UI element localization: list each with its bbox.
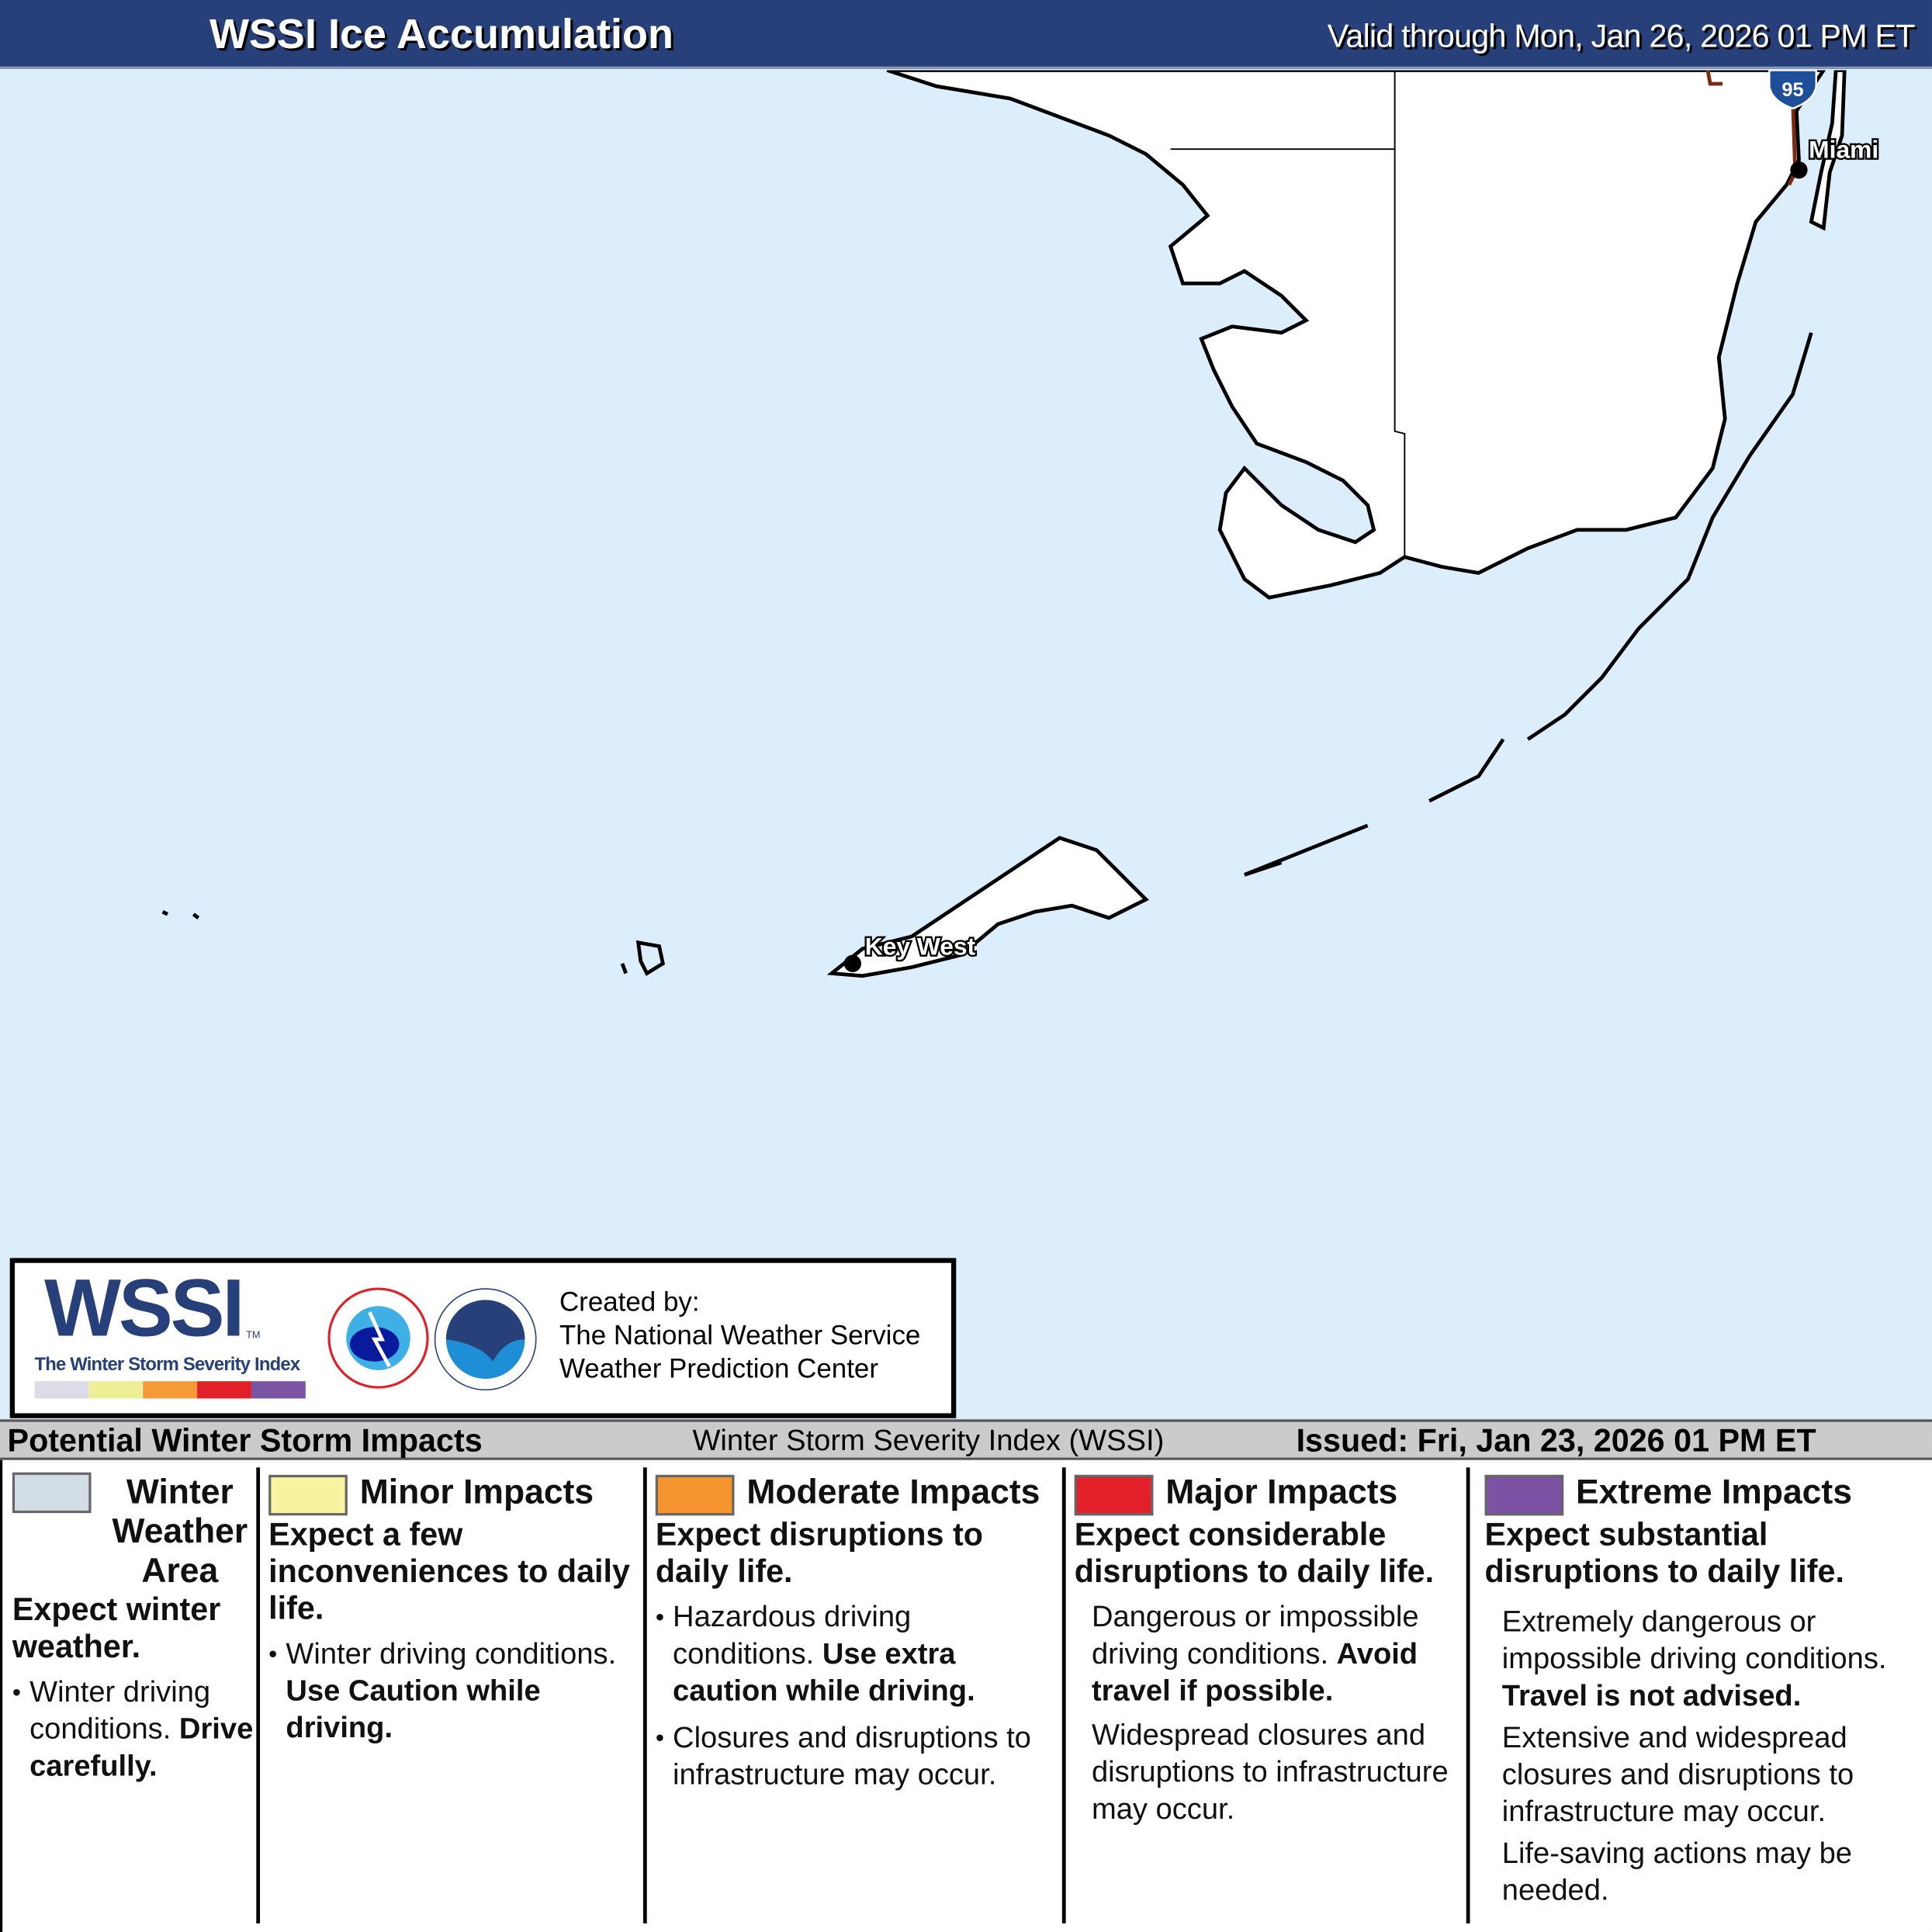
legend-text: Extremely dangerous or impossible drivin… (1501, 1605, 1887, 1676)
legend-title: Extreme Impacts (1576, 1472, 1852, 1511)
legend-title: Winter Weather Area (112, 1472, 248, 1590)
legend-title: Major Impacts (1165, 1472, 1398, 1511)
legend-text: Dangerous or impossible driving conditio… (1091, 1601, 1419, 1671)
legend-bold: Use extra caution while driving. (673, 1637, 975, 1709)
valid-time: Valid through Mon, Jan 26, 2026 01 PM ET (1327, 17, 1916, 54)
swatch (655, 1475, 735, 1516)
legend-text-2: Widespread closures and disruptions to i… (1091, 1719, 1449, 1826)
map-title: WSSI Ice Accumulation (209, 11, 673, 58)
wssi-label: Winter Storm Severity Index (WSSI) (692, 1424, 1165, 1458)
nws-logo-icon (327, 1287, 429, 1389)
legend-bullet: Winter driving conditions. (286, 1637, 617, 1671)
severity-color-bar (34, 1381, 306, 1399)
legend-major-impacts: Major Impacts Expect considerable disrup… (1074, 1460, 1464, 1932)
impacts-strip: Potential Winter Storm Impacts Winter St… (0, 1419, 1932, 1460)
created-by-label: Created by: (559, 1286, 700, 1317)
impacts-heading: Potential Winter Storm Impacts (7, 1421, 483, 1459)
legend-text-2: Extensive and widespread closures and di… (1501, 1721, 1854, 1829)
legend-moderate-impacts: Moderate Impacts Expect disruptions to d… (655, 1460, 1060, 1932)
miami-dot (1790, 161, 1808, 179)
florida-keys-lower (826, 836, 1149, 978)
legend-minor-impacts: Minor Impacts Expect a few inconvenience… (268, 1460, 641, 1932)
florida-mainland (886, 70, 1826, 600)
legend-title: Moderate Impacts (746, 1472, 1040, 1511)
miami-beach (1809, 70, 1847, 231)
legend-bullet-2: Closures and disruptions to infrastructu… (656, 1720, 1060, 1794)
swatch (268, 1475, 348, 1516)
legend-summary: Expect winter weather. (12, 1591, 221, 1665)
logo-box: WSSI TM The Winter Storm Severity Index … (9, 1258, 957, 1418)
impact-legend: Winter Weather Area Expect winter weathe… (0, 1459, 1932, 1932)
issued-time: Issued: Fri, Jan 23, 2026 01 PM ET (1296, 1421, 1816, 1459)
legend-bold: Use Caution while driving. (286, 1674, 541, 1745)
legend-text-3: Life-saving actions may be needed. (1501, 1837, 1853, 1908)
org-nws: The National Weather Service (559, 1319, 921, 1351)
legend-title: Minor Impacts (359, 1472, 594, 1511)
wssi-logo-row: WSSI TM (44, 1265, 260, 1349)
wssi-subtitle: The Winter Storm Severity Index (34, 1354, 300, 1376)
map: 95 Miami Key West (161, 70, 1881, 978)
legend-summary: Expect disruptions to daily life. (655, 1515, 983, 1590)
legend-bold: Travel is not advised. (1501, 1679, 1802, 1713)
noaa-logo-icon (434, 1288, 537, 1391)
swatch (12, 1472, 92, 1514)
legend-bullet: Winter driving conditions. (29, 1675, 211, 1747)
created-by: Created by: The National Weather Service… (559, 1285, 920, 1385)
trademark: TM (246, 1329, 261, 1341)
marquesas-keys (161, 909, 666, 976)
legend-summary: Expect substantial disruptions to daily … (1484, 1515, 1844, 1590)
legend-bullet: Hazardous driving conditions. (673, 1601, 912, 1671)
highway-95-shield: 95 (1768, 70, 1817, 110)
key-west-dot (843, 954, 862, 972)
org-wpc: Weather Prediction Center (559, 1352, 878, 1384)
legend-summary: Expect a few inconveniences to daily lif… (268, 1515, 630, 1627)
legend-extreme-impacts: Extreme Impacts Expect substantial disru… (1484, 1460, 1931, 1932)
legend-bold: Drive carefully. (29, 1712, 254, 1783)
highway-number: 95 (1781, 79, 1803, 101)
city-label-key-west: Key West (865, 933, 976, 961)
legend-winter-weather-area: Winter Weather Area Expect winter weathe… (12, 1460, 256, 1932)
florida-keys-upper (1243, 332, 1813, 877)
wssi-logo: WSSI (44, 1262, 244, 1353)
legend-summary: Expect considerable disruptions to daily… (1074, 1515, 1435, 1590)
legend-bold: Avoid travel if possible. (1091, 1637, 1418, 1709)
swatch (1074, 1475, 1154, 1516)
header: WSSI Ice Accumulation Valid through Mon,… (0, 0, 1932, 69)
county-line (1170, 70, 1406, 557)
swatch (1484, 1475, 1564, 1516)
city-label-miami: Miami (1809, 135, 1878, 163)
